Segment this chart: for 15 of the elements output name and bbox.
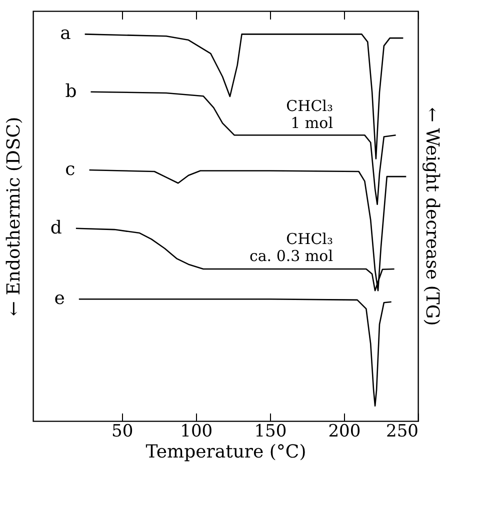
x-tick-label: 150 [254, 422, 287, 442]
series-label: b [65, 80, 77, 102]
series-label: c [65, 158, 76, 180]
y-axis-title: ← Endothermic (DSC) [4, 116, 24, 316]
x-tick-label: 50 [112, 422, 134, 442]
series-label: a [60, 23, 72, 44]
x-tick-label: 100 [180, 422, 213, 442]
y2-axis-title: ← Weight decrease (TG) [422, 107, 442, 326]
series-label: e [54, 288, 65, 310]
annotation: CHCl₃ ca. 0.3 mol [249, 230, 334, 265]
x-tick-label: 250 [386, 422, 418, 442]
annotation: CHCl₃ 1 mol [286, 97, 334, 132]
x-axis-title: Temperature (°C) [146, 442, 306, 462]
series-label: d [50, 217, 62, 238]
x-tick-label: 200 [328, 422, 361, 442]
